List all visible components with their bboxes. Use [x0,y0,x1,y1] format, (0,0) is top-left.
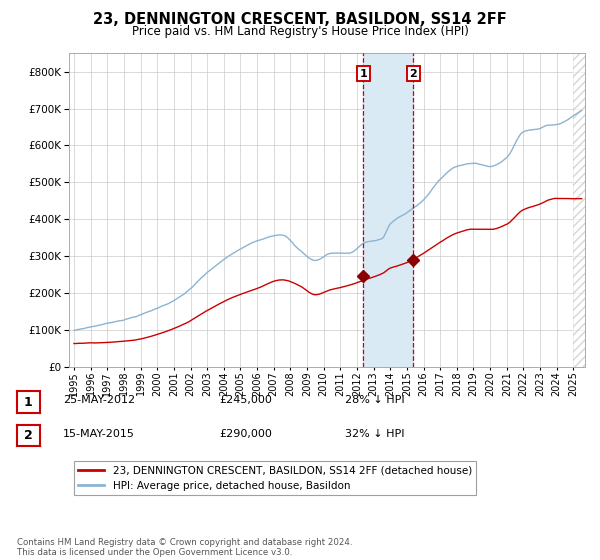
Bar [363,53,413,367]
Text: 15-MAY-2015: 15-MAY-2015 [63,429,135,439]
Text: Price paid vs. HM Land Registry's House Price Index (HPI): Price paid vs. HM Land Registry's House … [131,25,469,38]
Text: 1: 1 [359,68,367,78]
Text: £245,000: £245,000 [219,395,272,405]
Text: 1: 1 [24,395,32,409]
Text: 2: 2 [409,68,417,78]
Legend: 23, DENNINGTON CRESCENT, BASILDON, SS14 2FF (detached house), HPI: Average price: 23, DENNINGTON CRESCENT, BASILDON, SS14 … [74,461,476,495]
Text: 25-MAY-2012: 25-MAY-2012 [63,395,135,405]
Bar [574,53,585,367]
Text: 32% ↓ HPI: 32% ↓ HPI [345,429,404,439]
Text: 23, DENNINGTON CRESCENT, BASILDON, SS14 2FF: 23, DENNINGTON CRESCENT, BASILDON, SS14 … [93,12,507,27]
Text: Contains HM Land Registry data © Crown copyright and database right 2024.
This d: Contains HM Land Registry data © Crown c… [17,538,352,557]
Text: 2: 2 [24,429,32,442]
Text: £290,000: £290,000 [219,429,272,439]
Text: 28% ↓ HPI: 28% ↓ HPI [345,395,404,405]
